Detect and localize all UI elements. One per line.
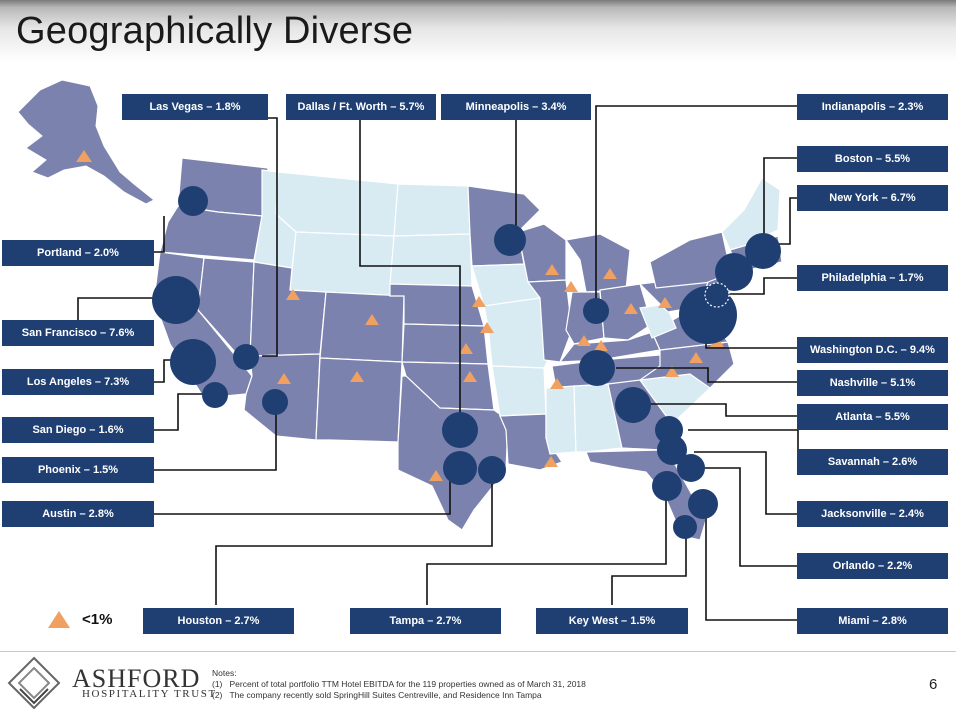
slide-header	[0, 0, 956, 62]
ashford-logo-icon	[7, 656, 61, 710]
label-savannah: Savannah – 2.6%	[797, 449, 948, 475]
state-montana	[275, 171, 399, 237]
note-1-number: (1)	[212, 679, 223, 689]
label-boston: Boston – 5.5%	[797, 146, 948, 172]
state-kansas	[401, 323, 489, 365]
state-new-mexico	[315, 357, 403, 443]
label-san-diego: San Diego – 1.6%	[2, 417, 154, 443]
state-oregon	[159, 205, 263, 261]
state-arkansas	[491, 365, 547, 417]
legend-triangle-icon	[48, 611, 70, 628]
footer-divider	[0, 651, 956, 652]
label-houston: Houston – 2.7%	[143, 608, 294, 634]
label-tampa: Tampa – 2.7%	[350, 608, 501, 634]
state-west-virginia	[639, 303, 677, 339]
footnotes: Notes: (1) Percent of total portfolio TT…	[212, 668, 586, 701]
label-indianapolis: Indianapolis – 2.3%	[797, 94, 948, 120]
label-minneapolis: Minneapolis – 3.4%	[441, 94, 591, 120]
label-san-francisco: San Francisco – 7.6%	[2, 320, 154, 346]
notes-heading: Notes:	[212, 668, 237, 678]
page-number: 6	[929, 676, 938, 693]
state-mississippi	[545, 385, 577, 455]
state-colorado	[319, 291, 405, 363]
label-portland: Portland – 2.0%	[2, 240, 154, 266]
state-michigan	[564, 233, 631, 293]
note-2-text: The company recently sold SpringHill Sui…	[229, 690, 542, 700]
note-1-text: Percent of total portfolio TTM Hotel EBI…	[229, 679, 586, 689]
label-miami: Miami – 2.8%	[797, 608, 948, 634]
alaska-state	[17, 79, 155, 205]
slide-title: Geographically Diverse	[16, 10, 414, 52]
label-nashville: Nashville – 5.1%	[797, 370, 948, 396]
company-name: ASHFORD	[72, 664, 201, 693]
label-los-angeles: Los Angeles – 7.3%	[2, 369, 154, 395]
label-jacksonville: Jacksonville – 2.4%	[797, 501, 948, 527]
label-atlanta: Atlanta – 5.5%	[797, 404, 948, 430]
note-2: (2) The company recently sold SpringHill…	[212, 690, 586, 701]
philadelphia-bubble	[704, 282, 730, 308]
state-wyoming	[289, 231, 395, 297]
label-las-vegas: Las Vegas – 1.8%	[122, 94, 268, 120]
state-nebraska	[389, 283, 485, 327]
state-north-dakota	[393, 183, 471, 237]
legend-label: <1%	[82, 611, 113, 628]
label-washington-dc: Washington D.C. – 9.4%	[797, 337, 948, 363]
label-philadelphia: Philadelphia – 1.7%	[797, 265, 948, 291]
label-orlando: Orlando – 2.2%	[797, 553, 948, 579]
label-key-west: Key West – 1.5%	[536, 608, 688, 634]
label-austin: Austin – 2.8%	[2, 501, 154, 527]
label-dallas: Dallas / Ft. Worth – 5.7%	[286, 94, 436, 120]
note-1: (1) Percent of total portfolio TTM Hotel…	[212, 679, 586, 690]
label-phoenix: Phoenix – 1.5%	[2, 457, 154, 483]
company-tagline: HOSPITALITY TRUST	[82, 688, 217, 700]
note-2-number: (2)	[212, 690, 223, 700]
market-bubbles	[152, 186, 781, 539]
label-new-york: New York – 6.7%	[797, 185, 948, 211]
